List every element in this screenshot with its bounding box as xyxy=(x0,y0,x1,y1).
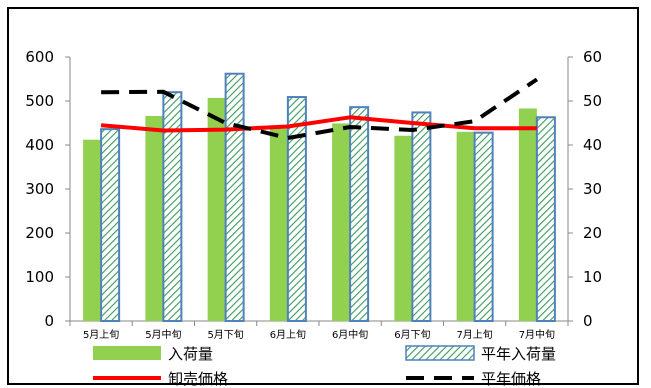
legend-swatch-入荷量 xyxy=(93,346,161,360)
legend-label-卸売価格: 卸売価格 xyxy=(168,370,228,388)
left-tick-label: 300 xyxy=(25,180,54,198)
left-tick-label: 400 xyxy=(25,136,54,154)
right-tick-label: 50 xyxy=(583,92,602,110)
category-label: 5月中旬 xyxy=(145,328,181,341)
category-label: 6月中旬 xyxy=(332,328,368,341)
right-tick-label: 20 xyxy=(583,224,602,242)
legend-label-平年入荷量: 平年入荷量 xyxy=(481,345,556,363)
bar-平年入荷量 xyxy=(411,111,432,322)
bar-平年入荷量 xyxy=(224,72,245,322)
bar-入荷量 xyxy=(269,128,288,321)
bar-入荷量 xyxy=(145,115,164,322)
category-label: 6月上旬 xyxy=(270,328,306,341)
category-label: 7月中旬 xyxy=(519,328,555,341)
legend-swatch-平年入荷量 xyxy=(405,345,475,361)
axes: 0 100 200 300 400 500 600 0 10 20 30 40 50 60 xyxy=(25,48,602,330)
line-平年価格 xyxy=(101,77,539,141)
left-tick-label: 200 xyxy=(25,224,54,242)
line-卸売価格 xyxy=(100,115,537,133)
left-tick-label: 600 xyxy=(25,48,54,66)
bar-入荷量 xyxy=(332,123,351,321)
right-tick-label: 10 xyxy=(583,268,602,286)
lines xyxy=(100,77,539,141)
bar-平年入荷量 xyxy=(286,96,307,323)
category-labels: 5月上旬 5月中旬 5月下旬 6月上旬 6月中旬 6月下旬 7月上旬 7月中旬 xyxy=(83,328,555,341)
bar-平年入荷量 xyxy=(349,106,370,322)
bar-平年入荷量 xyxy=(535,116,556,322)
bar-平年入荷量 xyxy=(162,91,183,322)
bar-入荷量 xyxy=(83,139,102,321)
bar-入荷量 xyxy=(456,131,475,321)
left-tick-label: 0 xyxy=(44,312,54,330)
category-label: 6月下旬 xyxy=(394,328,430,341)
left-tick-label: 500 xyxy=(25,92,54,110)
legend-label-入荷量: 入荷量 xyxy=(168,345,213,363)
left-tick-label: 100 xyxy=(25,268,54,286)
bar-平年入荷量 xyxy=(100,128,121,322)
right-tick-label: 60 xyxy=(583,48,602,66)
right-tick-label: 0 xyxy=(583,312,593,330)
bar-入荷量 xyxy=(207,97,226,321)
category-label: 5月上旬 xyxy=(83,328,119,341)
right-tick-label: 30 xyxy=(583,180,602,198)
category-label: 7月上旬 xyxy=(456,328,492,341)
legend-label-平年価格: 平年価格 xyxy=(481,370,541,388)
category-label: 5月下旬 xyxy=(207,328,243,341)
bar-入荷量 xyxy=(518,108,537,321)
right-tick-label: 40 xyxy=(583,136,602,154)
bar-平年入荷量 xyxy=(473,131,494,322)
bars xyxy=(83,72,556,323)
bar-入荷量 xyxy=(394,135,413,321)
